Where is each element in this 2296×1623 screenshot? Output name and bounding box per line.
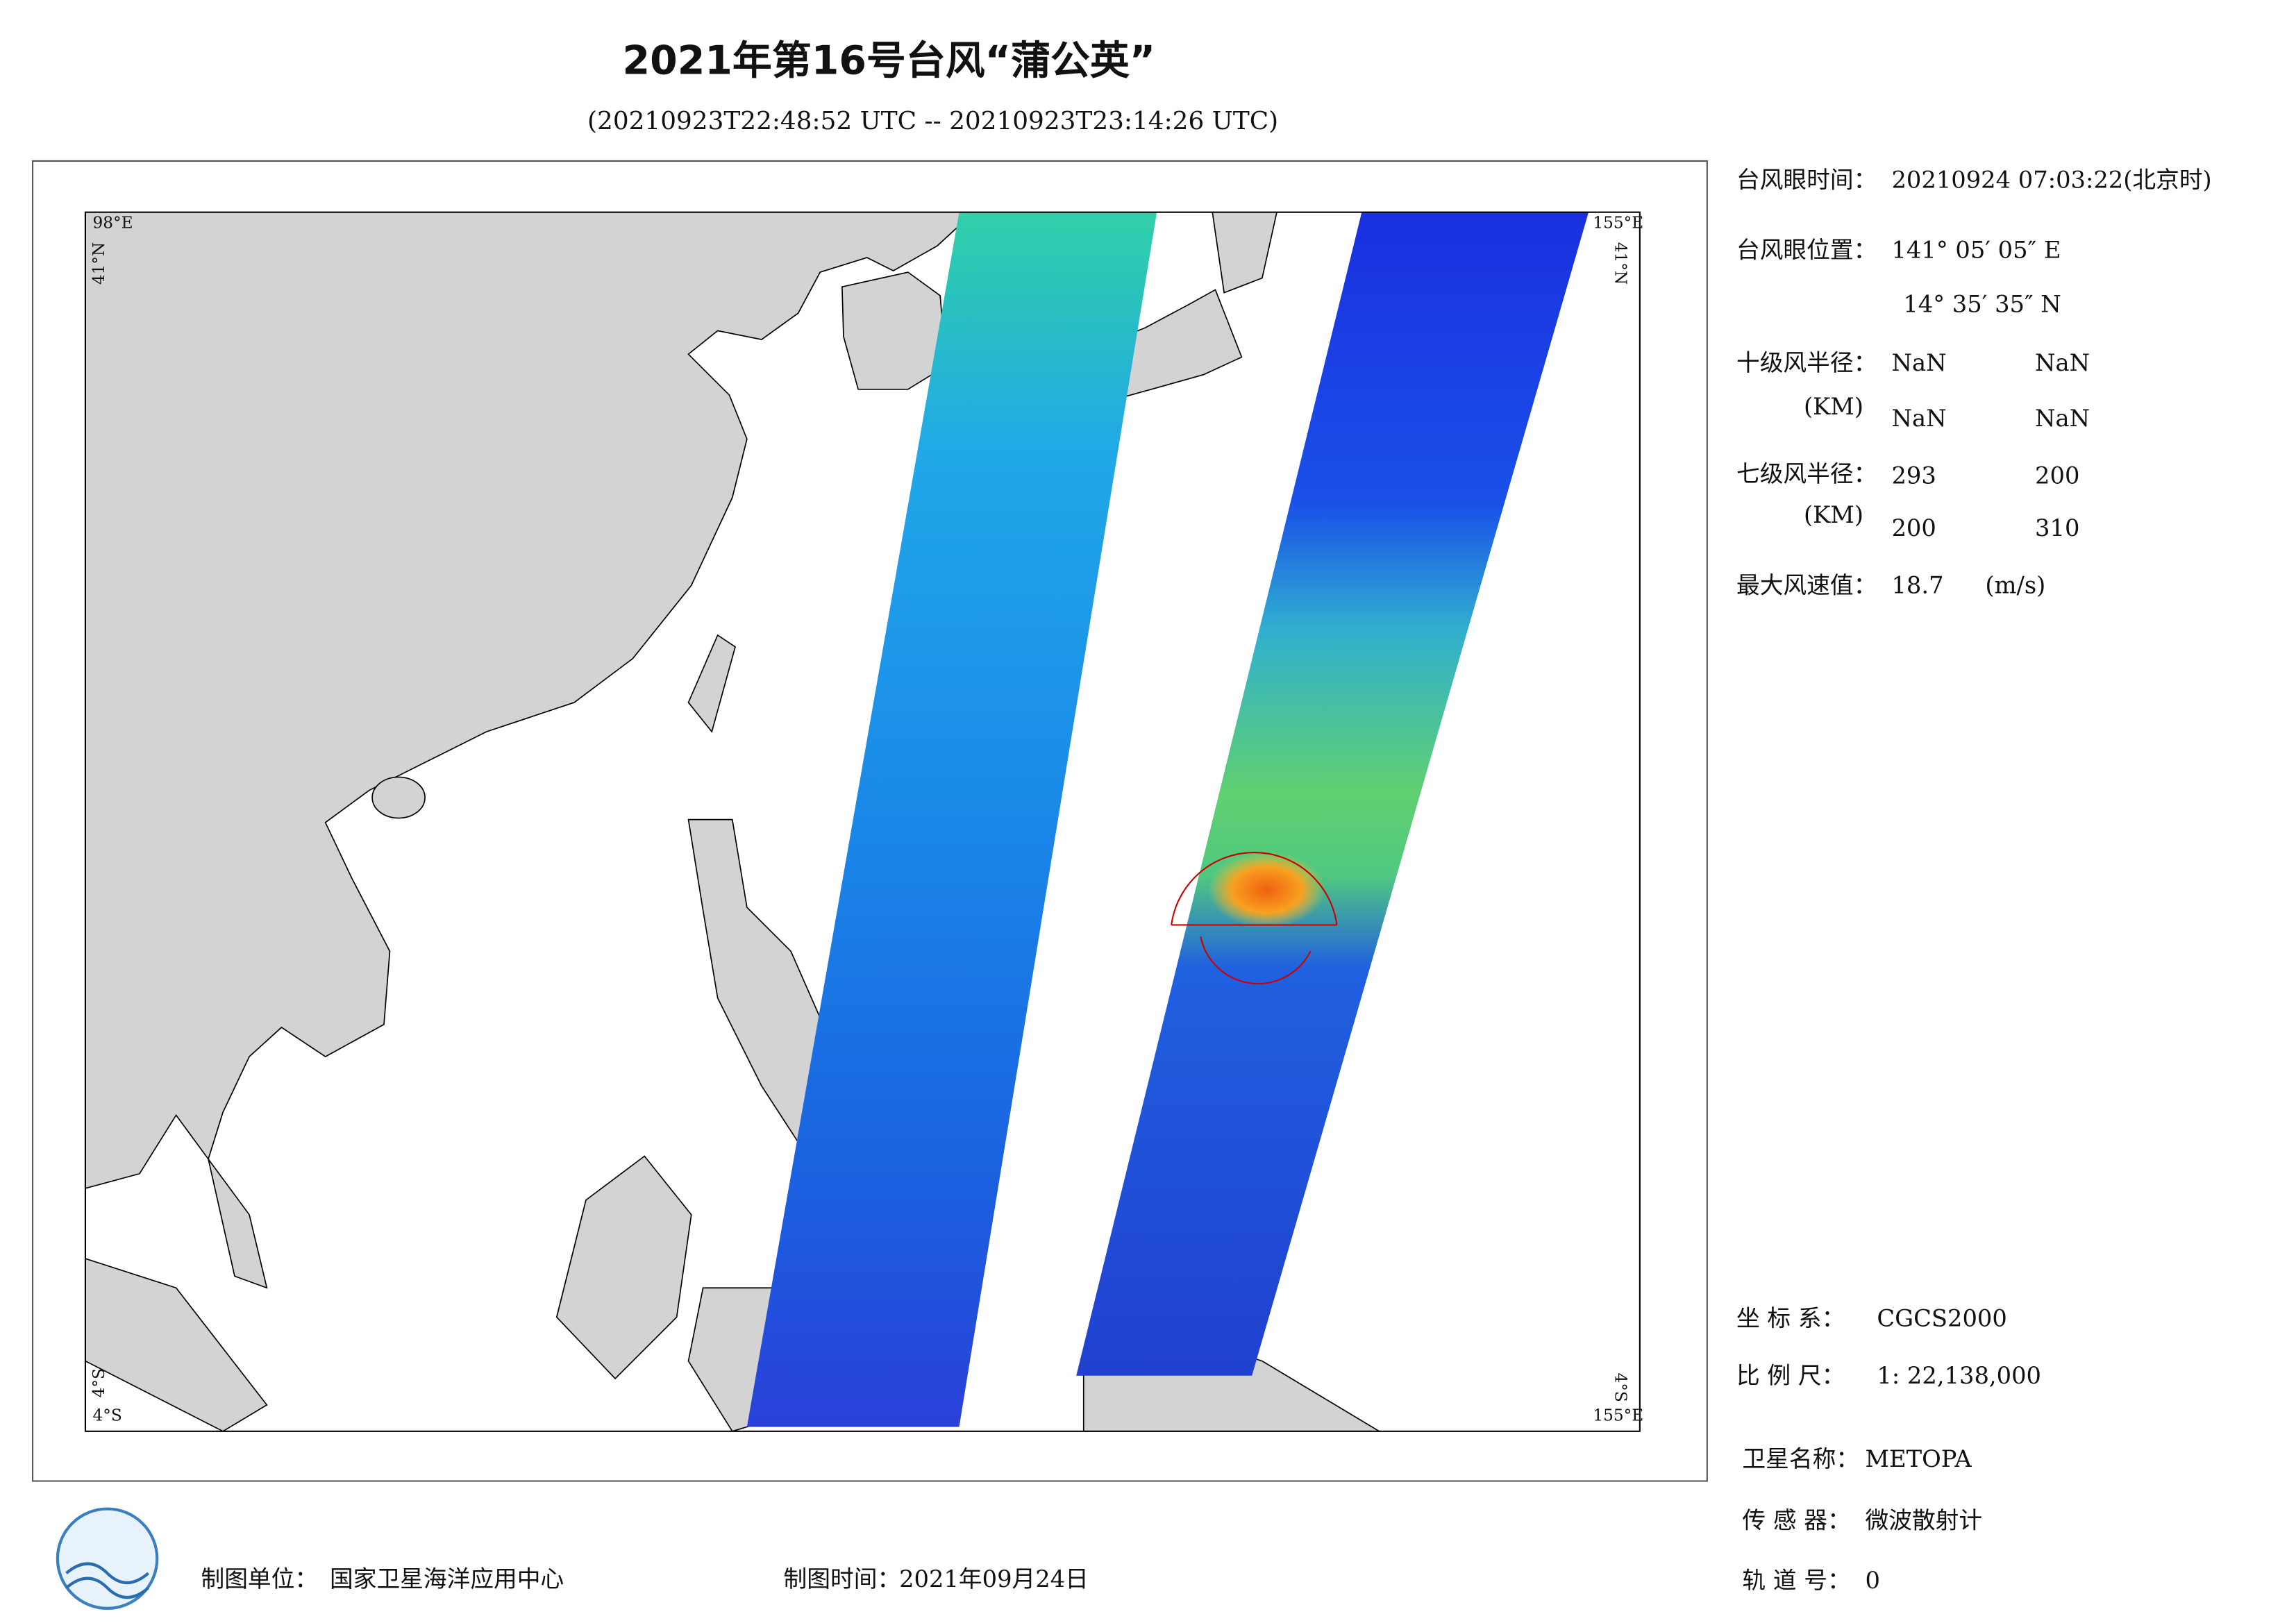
info-value: 14° 35′ 35″ N [1903,291,2061,318]
malay [208,1159,268,1289]
info-value: 20210924 07:03:22(北京时) [1891,166,2211,193]
map-border [84,211,1641,1432]
corner-label: 155°E [1593,214,1643,233]
info-label: 比 例 尺： [1736,1362,1845,1389]
swath-left [746,212,1157,1427]
land [85,212,1381,1431]
subtitle: (20210923T22:48:52 UTC -- 20210923T23:14… [587,107,1278,135]
info-panel: 台风眼时间： 20210924 07:03:22(北京时) 台风眼位置： 141… [1736,166,2212,1594]
info-value: 18.7 [1891,571,1943,598]
info-value: NaN [1891,405,1946,432]
info-value: CGCS2000 [1877,1305,2006,1332]
info-value: 200 [1891,514,1936,541]
korea [841,271,947,390]
hainan [371,776,426,819]
info-label: 卫星名称： [1742,1445,1859,1472]
title: 2021年第16号台风“蒲公英” [623,37,1156,83]
info-value: 141° 05′ 05″ E [1891,237,2061,264]
borneo [555,1155,692,1380]
info-value: 微波散射计 [1866,1507,1983,1534]
info-label: 台风眼位置： [1736,237,1877,264]
wind-radius-7 [1171,852,1338,925]
info-label: 坐 标 系： [1736,1305,1845,1332]
info-unit: (KM) [1804,501,1863,528]
info-value: 310 [2035,514,2079,541]
footer-label: 制图单位： [201,1565,318,1592]
info-unit: (m/s) [1985,571,2045,598]
corner-label: 98°E [92,214,133,233]
corner-label: 4°S [90,1368,108,1397]
footer-label: 制图时间： [784,1565,901,1592]
taiwan [687,634,736,733]
info-value: NaN [2035,405,2090,432]
info-label: 台风眼时间： [1736,166,1877,193]
info-label: 传 感 器： [1742,1507,1850,1534]
info-value: 293 [1891,462,1936,489]
info-value: 1: 22,138,000 [1877,1362,2041,1389]
corner-label: 4°S [1611,1372,1629,1402]
info-value: 0 [1866,1567,1880,1594]
sumatra [85,1258,268,1431]
wind-radius-7 [1171,924,1337,984]
map-frame [31,160,1708,1482]
footer-value: 国家卫星海洋应用中心 [330,1565,564,1592]
swath-right [1076,212,1589,1376]
info-value: NaN [1891,349,1946,376]
corner-label: 155°E [1593,1406,1643,1425]
info-label: 最大风速值： [1736,571,1877,598]
hokkaido [1212,212,1277,294]
footer: 制图单位： 国家卫星海洋应用中心 制图时间： 2021年09月24日 [56,1507,1089,1611]
corner-label: 4°S [92,1406,121,1425]
info-value: NaN [2035,349,2090,376]
info-value: METOPA [1866,1445,1972,1472]
asia-mainland [85,212,975,1189]
corner-label: 41°N [90,242,108,285]
info-label: 十级风半径： [1736,349,1877,376]
logo-waves [65,1562,149,1599]
corner-labels: 98°E 155°E 4°S 155°E 41°N 41°N 4°S 4°S [90,214,1643,1425]
corner-label: 41°N [1611,242,1629,285]
footer-value: 2021年09月24日 [899,1565,1089,1592]
info-value: 200 [2035,462,2079,489]
info-unit: (KM) [1804,393,1863,420]
map-area [85,212,1640,1431]
wind-max-area [1207,851,1325,928]
info-label: 轨 道 号： [1742,1567,1850,1594]
info-label: 七级风半径： [1736,460,1877,487]
